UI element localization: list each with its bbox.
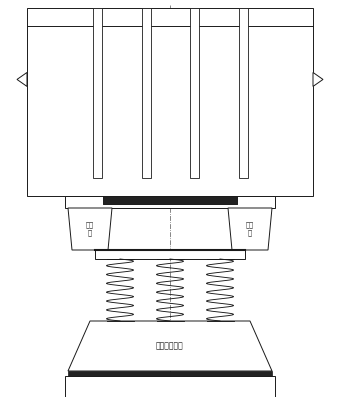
Polygon shape (68, 208, 112, 250)
Bar (189, 8, 199, 178)
Polygon shape (313, 72, 323, 87)
Bar (68, 371, 272, 376)
Bar (65, 196, 275, 208)
Bar (103, 196, 237, 204)
Bar (103, 196, 237, 204)
Text: 千斤
顿: 千斤 顿 (246, 222, 254, 236)
Polygon shape (17, 72, 27, 87)
Bar (27, 8, 313, 196)
Bar (238, 8, 248, 178)
Bar (141, 8, 151, 178)
Polygon shape (228, 208, 272, 250)
Bar (95, 250, 245, 259)
Text: 千斤
顿: 千斤 顿 (86, 222, 94, 236)
Bar (92, 8, 102, 178)
Bar (65, 376, 275, 397)
Text: 弹笧减振装置: 弹笧减振装置 (156, 341, 184, 351)
Polygon shape (68, 321, 272, 371)
